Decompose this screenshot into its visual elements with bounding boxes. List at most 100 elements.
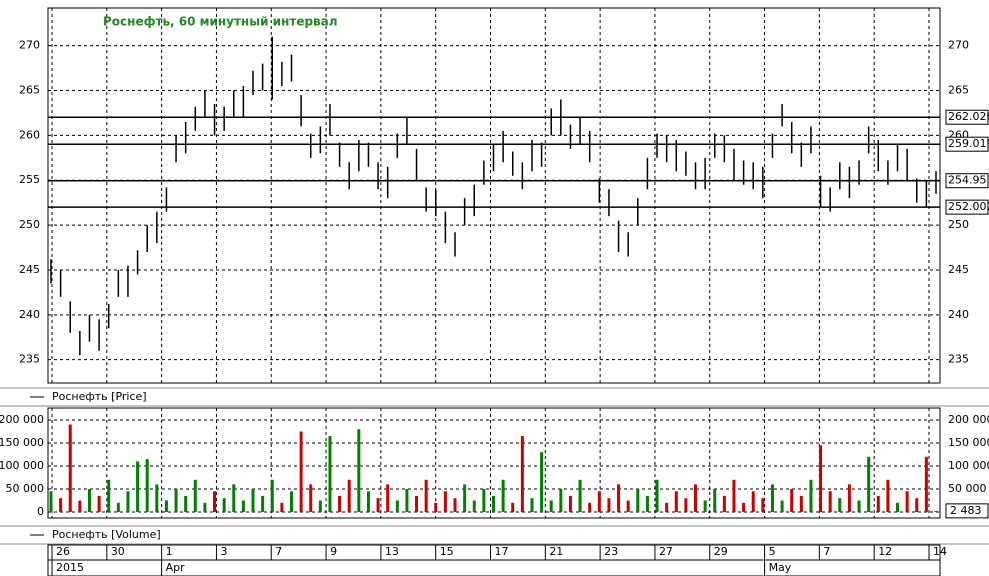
volume-bar: [463, 484, 467, 513]
y-tick-label: 270: [19, 39, 40, 52]
volume-bar: [520, 436, 524, 513]
volume-frame: [47, 407, 941, 519]
volume-bar: [896, 502, 900, 513]
level-label: 259.019: [948, 137, 989, 150]
volume-bar: [87, 489, 91, 513]
level-box: [945, 136, 989, 152]
level-box: [945, 109, 989, 125]
y-tick-label-right: 240: [948, 308, 969, 321]
volume-bar: [761, 498, 765, 513]
volume-bar: [116, 502, 120, 513]
volume-bar: [184, 495, 188, 513]
x-tick-label: 26: [56, 545, 70, 558]
volume-bar: [251, 489, 255, 513]
volume-bar: [597, 491, 601, 513]
volume-bar: [665, 502, 669, 513]
volume-bar: [617, 484, 621, 513]
y-tick-label: 250: [19, 218, 40, 231]
y-tick-label: 255: [19, 173, 40, 186]
volume-bar: [915, 498, 919, 513]
volume-bar: [280, 502, 284, 513]
chart-title: Роснефть, 60 минутный интервал: [103, 15, 338, 29]
y-tick-label: 235: [19, 353, 40, 366]
volume-bar: [347, 479, 351, 513]
x-tick-label: 3: [220, 545, 227, 558]
volume-bar: [607, 498, 611, 513]
y-tick-label-right: 100 000: [948, 459, 989, 472]
volume-bar: [405, 489, 409, 513]
x-tick-label: 23: [604, 545, 618, 558]
x-tick-label: 14: [933, 545, 947, 558]
y-tick-label: 150 000: [0, 436, 44, 449]
y-tick-label-right: 265: [948, 84, 969, 97]
level-box: [945, 173, 989, 189]
volume-bar: [97, 495, 101, 513]
volume-bar: [905, 491, 909, 513]
volume-bar: [645, 495, 649, 513]
volume-bar: [819, 445, 823, 513]
level-label: 262.026: [948, 110, 989, 123]
month-label: May: [769, 561, 792, 574]
volume-bar: [453, 498, 457, 513]
volume-bar: [289, 491, 293, 513]
x-tick-label: 5: [769, 545, 776, 558]
volume-bar: [799, 495, 803, 513]
volume-bar: [78, 500, 82, 513]
volume-bar: [838, 498, 842, 513]
y-tick-label: 260: [19, 128, 40, 141]
volume-bar: [713, 489, 717, 513]
volume-bar: [626, 500, 630, 513]
volume-bar: [222, 498, 226, 513]
volume-bar: [568, 495, 572, 513]
volume-bar: [193, 479, 197, 513]
y-tick-label-right: 235: [948, 353, 969, 366]
volume-bar: [588, 502, 592, 513]
volume-bar: [126, 491, 130, 513]
volume-bar: [261, 495, 265, 513]
x-tick-label: 27: [659, 545, 673, 558]
volume-bar: [68, 424, 72, 513]
x-tick-label: 13: [385, 545, 399, 558]
volume-bar: [694, 484, 698, 513]
volume-bar: [415, 495, 419, 513]
y-tick-label: 245: [19, 263, 40, 276]
volume-bar: [203, 502, 207, 513]
y-tick-label-right: 270: [948, 39, 969, 52]
volume-bar: [828, 491, 832, 513]
y-tick-label-right: 150 000: [948, 436, 989, 449]
volume-bar: [722, 495, 726, 513]
y-tick-label: 200 000: [0, 413, 44, 426]
volume-bar: [742, 502, 746, 513]
volume-bar: [213, 491, 217, 513]
level-box: [945, 199, 989, 215]
volume-bar: [366, 491, 370, 513]
volume-bar: [482, 489, 486, 513]
volume-bar: [655, 479, 659, 513]
volume-bar: [559, 489, 563, 513]
volume-bar: [270, 479, 274, 513]
x-tick-label: 7: [275, 545, 282, 558]
legend-price: Роснефть [Price]: [52, 390, 147, 403]
volume-bar: [790, 489, 794, 513]
y-tick-label: 0: [37, 505, 44, 518]
volume-bar: [847, 484, 851, 513]
volume-bar: [357, 429, 361, 513]
volume-bar: [145, 459, 149, 513]
price-frame: [47, 7, 941, 384]
x-tick-label: 21: [549, 545, 563, 558]
volume-bar: [338, 495, 342, 513]
x-tick-label: 15: [440, 545, 454, 558]
volume-bar: [578, 479, 582, 513]
volume-bar: [549, 500, 553, 513]
x-tick-label: 7: [823, 545, 830, 558]
y-tick-label: 240: [19, 308, 40, 321]
volume-bar: [770, 484, 774, 513]
volume-bar: [49, 491, 53, 513]
volume-bar: [674, 491, 678, 513]
volume-bar: [443, 491, 447, 513]
volume-bar: [136, 461, 140, 513]
volume-bar: [809, 479, 813, 513]
